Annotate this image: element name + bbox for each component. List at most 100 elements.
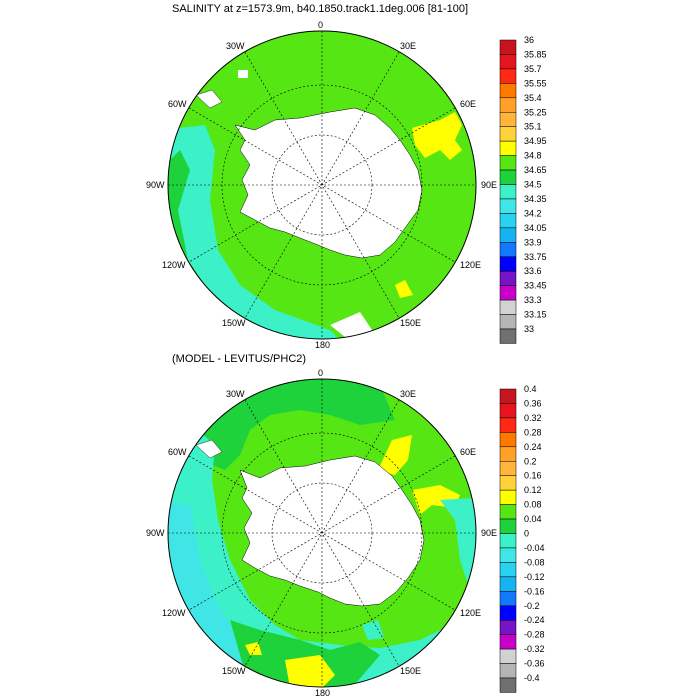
colorbar-label: 33.6 [524,266,542,276]
colorbar-label: 0.16 [524,471,542,481]
lon-label: 60E [460,447,476,457]
colorbar-label: 36 [524,35,534,45]
graticule [168,31,476,339]
colorbar-label: -0.2 [524,601,540,611]
colorbar-swatch [499,663,517,679]
colorbar-swatch [499,562,517,578]
colorbar-swatch [499,83,517,99]
colorbar-swatch [499,328,517,344]
fill-green-north [200,379,395,470]
lon-label: 30E [400,41,416,51]
colorbar-label: 35.4 [524,93,542,103]
colorbar: 36 35.85 35.7 35.55 35.4 35.25 35.1 34.95 34.8 34… [499,35,547,344]
colorbar-label: -0.32 [524,644,545,654]
colorbar-swatch [499,605,517,621]
colorbar-swatch [499,97,517,113]
land-antarctica [239,455,425,607]
colorbar-label: -0.12 [524,572,545,582]
colorbar-label: 33.9 [524,237,542,247]
fill-yellow-east2 [412,485,460,515]
colorbar-label: 0.04 [524,514,542,524]
colorbar-label: 33.75 [524,252,547,262]
lon-label: 150W [222,666,246,676]
graticule [168,379,476,687]
lon-label: 120E [460,608,481,618]
map-title: SALINITY at z=1573.9m, b40.1850.track1.1… [172,3,468,15]
lon-label: 90W [146,180,165,190]
colorbar-swatch [499,39,517,55]
lon-label: 60E [460,99,476,109]
colorbar-label: 34.35 [524,194,547,204]
fill-yellow-southwest [245,642,262,655]
lon-label: 90E [481,528,497,538]
colorbar-label: -0.24 [524,615,545,625]
colorbar-swatch [499,184,517,200]
colorbar-swatch [499,446,517,462]
colorbar-label: 33.15 [524,310,547,320]
lon-labels: 0 30E 60E 90E 120E 150E 180 150W 120W 90… [146,368,497,698]
colorbar-swatch [499,213,517,229]
map-salinity: SALINITY at z=1573.9m, b40.1850.track1.1… [146,3,547,350]
colorbar-swatch [499,270,517,286]
colorbar-label: 0.32 [524,413,542,423]
colorbar-label: 35.1 [524,122,542,132]
colorbar-swatch [499,533,517,549]
colorbar-label: 0.08 [524,500,542,510]
colorbar-swatch [499,140,517,156]
lon-label: 150W [222,318,246,328]
colorbar-swatch [499,677,517,693]
fill-yellow-southeast [395,280,413,298]
colorbar-label: 35.55 [524,78,547,88]
lon-label: 120W [162,260,186,270]
map-border [167,30,477,340]
map-border [167,378,477,688]
colorbar-swatch [499,256,517,272]
colorbar-label: 34.65 [524,165,547,175]
colorbar-swatch [499,112,517,127]
colorbar-label: 33 [524,324,534,334]
colorbar-label: 34.95 [524,136,547,146]
lon-label: 150E [400,666,421,676]
fill-cyan-east [440,498,476,590]
colorbar-label: 0.4 [524,384,537,394]
colorbar-swatch [499,576,517,592]
colorbar-label: -0.08 [524,557,545,567]
colorbar-swatch [499,461,517,476]
fill-yellow-south [285,655,335,687]
lon-label: 90E [481,180,497,190]
colorbar-label: -0.36 [524,659,545,669]
colorbar-swatch [499,126,517,142]
fill-yellow-east [378,435,412,475]
colorbar-swatch [499,619,517,635]
lon-label: 120E [460,260,481,270]
colorbar-swatch [499,504,517,520]
colorbar-swatch [499,475,517,491]
colorbar-swatch [499,198,517,214]
lon-label: 30E [400,389,416,399]
map-title: (MODEL - LEVITUS/PHC2) [172,353,306,365]
colorbar-label: -0.28 [524,630,545,640]
colorbar-label: 33.45 [524,281,547,291]
colorbar-label: 0.12 [524,485,542,495]
colorbar-label: -0.04 [524,543,545,553]
colorbar-label: 35.7 [524,64,542,74]
colorbar-swatch [499,388,517,404]
colorbar-swatch [499,403,517,419]
lon-label: 180 [315,340,330,350]
colorbar-swatch [499,54,517,70]
colorbar-label: 0.2 [524,456,537,466]
land-antarctica [234,107,423,259]
colorbar: 0.4 0.36 0.32 0.28 0.24 0.2 0.16 0.12 0.08 0.04 0 -… [499,384,545,693]
colorbar-label: 34.2 [524,208,542,218]
colorbar-label: 0.24 [524,442,542,452]
colorbar-swatch [499,417,517,433]
fill-yellow-east [412,112,462,160]
colorbar-swatch [499,285,517,301]
colorbar-label: 35.85 [524,49,547,59]
lon-label: 150E [400,318,421,328]
colorbar-label: 34.8 [524,151,542,161]
map-field [168,31,476,339]
colorbar-label: 0.36 [524,398,542,408]
lon-label: 60W [168,99,187,109]
colorbar-label: 34.05 [524,223,547,233]
